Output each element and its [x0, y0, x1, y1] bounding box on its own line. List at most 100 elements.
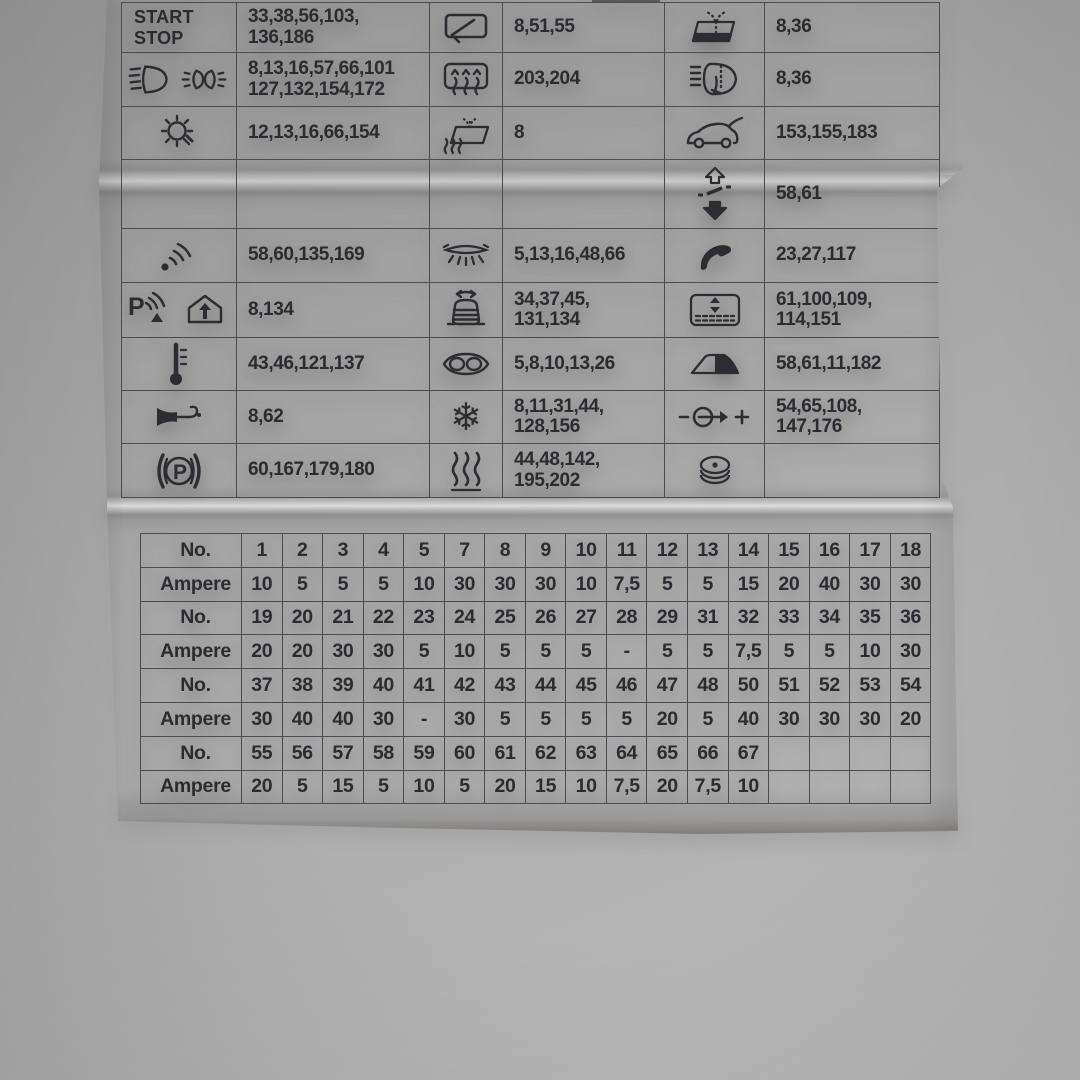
fuse-number-cell: 39	[323, 669, 364, 703]
tailgate-icon	[685, 115, 745, 151]
fuse-number-cell: 2	[282, 534, 324, 568]
fuse-number-cell: 65	[647, 736, 689, 771]
ampere-value-cell: 30	[525, 567, 567, 602]
fuse-number-cell: 66	[688, 736, 729, 771]
antenna-signal-icon	[157, 237, 201, 275]
ampere-value-cell: 5	[282, 567, 324, 602]
fold-crease-top	[99, 160, 986, 198]
fuse-number-cell: 15	[769, 534, 810, 568]
ampere-table: No. 1 2 3 4 5 7 8 9 10 11 12 13 14 15 16 17 18 Ampere 10 5 5 5…	[140, 533, 932, 805]
row-label-no: No.	[141, 601, 242, 636]
ampere-value-cell: 30	[444, 567, 486, 602]
icon-cell: P	[122, 283, 237, 338]
light-bulb-icon	[158, 112, 200, 154]
ampere-value-cell: 5	[323, 567, 364, 602]
ampere-value-cell: 10	[728, 770, 770, 805]
fuse-number-cell: 33	[769, 601, 810, 636]
ampere-value-cell: 30	[850, 567, 891, 602]
ampere-value-cell: 10	[566, 567, 607, 602]
fuse-number-cell: 59	[404, 736, 445, 771]
ampere-value-cell: 30	[850, 702, 891, 737]
fuse-numbers	[237, 160, 430, 229]
headlight-washer-icon	[688, 59, 742, 101]
fuse-numbers: 5,13,16,48,66	[503, 229, 665, 283]
fuse-number-cell: 5	[404, 534, 445, 568]
ampere-value-cell: 30	[809, 702, 851, 737]
ampere-value-cell: 20	[282, 635, 324, 670]
fuse-numbers: 8,36	[765, 3, 940, 53]
power-window-icon	[688, 291, 742, 329]
fuse-number-cell: 47	[647, 669, 689, 703]
ampere-value-cell: 15	[525, 770, 567, 805]
icon-cell	[430, 283, 503, 338]
ampere-value-cell: 30	[485, 567, 526, 602]
fuse-number-cell: 10	[566, 534, 607, 568]
ampere-value-cell: 5	[525, 635, 567, 670]
heated-washer-jets-icon	[440, 111, 492, 155]
fuse-numbers: 153,155,183	[765, 107, 940, 160]
row-label-ampere: Ampere	[141, 635, 242, 670]
fuse-number-cell: 20	[282, 601, 324, 636]
fuse-number-cell: 58	[363, 736, 405, 771]
icon-cell	[430, 444, 503, 498]
fuse-number-cell: 4	[363, 534, 405, 568]
row-label-ampere: Ampere	[141, 770, 242, 805]
park-assist-garage-icon: P	[127, 288, 231, 332]
fuse-number-cell: 26	[525, 601, 567, 636]
fold-crease-bottom	[99, 486, 986, 520]
ampere-value-cell: 20	[890, 702, 932, 737]
row-label-ampere: Ampere	[141, 702, 242, 737]
ampere-value-cell: 5	[363, 567, 405, 602]
fuse-numbers: 34,37,45, 131,134	[503, 283, 665, 338]
fuse-number-cell: 43	[485, 669, 526, 703]
fuse-number-cell: 50	[728, 669, 770, 703]
icon-cell	[122, 391, 237, 444]
fuse-numbers: 58,61,11,182	[765, 338, 940, 391]
ampere-value-cell: 30	[444, 702, 486, 737]
ampere-value-cell: 5	[769, 635, 810, 670]
position-lights-icon	[177, 65, 231, 94]
fuse-number-cell: 40	[363, 669, 405, 703]
icon-cell	[665, 160, 765, 229]
fuse-number-cell: 52	[809, 669, 851, 703]
fuse-number-cell: 56	[282, 736, 324, 771]
fuse-numbers: 8,62	[237, 391, 430, 444]
ampere-value-cell: 30	[890, 567, 932, 602]
ampere-value-cell: 5	[566, 702, 607, 737]
ampere-value-cell: 5	[809, 635, 851, 670]
ampere-value-cell: 5	[688, 567, 729, 602]
ampere-value-cell	[769, 770, 810, 805]
svg-text:P: P	[173, 461, 187, 484]
ampere-value-cell: 10	[404, 770, 445, 805]
ampere-value-cell: 5	[363, 770, 405, 805]
car-level-icon	[443, 288, 489, 332]
windshield-wiper-icon	[441, 10, 491, 46]
start-stop-label: START STOP	[134, 7, 194, 48]
ampere-value-cell: 30	[890, 635, 932, 670]
empty-cell	[430, 160, 503, 229]
fuse-number-cell: 21	[323, 601, 364, 636]
empty-cell	[122, 160, 237, 229]
fuse-numbers: 33,38,56,103, 136,186	[237, 3, 430, 53]
fuse-number-cell: 17	[850, 534, 891, 568]
ampere-value-cell: 10	[444, 635, 486, 670]
fuse-number-cell: 63	[566, 736, 607, 771]
icon-cell	[122, 229, 237, 283]
fuse-number-cell: 18	[890, 534, 932, 568]
parking-brake-icon: P	[149, 450, 209, 492]
row-label-no: No.	[141, 736, 242, 771]
icon-cell	[665, 283, 765, 338]
phone-icon	[695, 238, 735, 274]
fuse-number-cell: 62	[525, 736, 567, 771]
ampere-value-cell: 5	[688, 635, 729, 670]
fuse-number-cell: 12	[647, 534, 689, 568]
fuse-numbers: 60,167,179,180	[237, 444, 430, 498]
fuse-number-cell: 37	[242, 669, 283, 703]
fuse-number-cell	[890, 736, 932, 771]
low-beam-headlight-icon	[127, 62, 173, 97]
mirror-icon	[440, 349, 492, 379]
ampere-value-cell: 15	[728, 567, 770, 602]
fuse-number-cell: 1	[242, 534, 283, 568]
